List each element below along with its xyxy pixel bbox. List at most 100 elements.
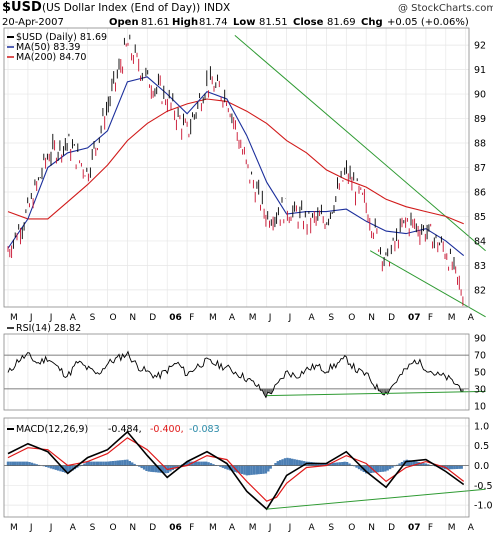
rsi-trendline [266, 390, 486, 397]
macd-tick-label: -0.5 [474, 481, 493, 492]
x-tick-label: 07 [408, 523, 421, 533]
price-trendline [234, 34, 486, 252]
price-panel: 82 83 84 85 86 87 88 89 90 91 92 $USD (Daily) 81.6… [3, 27, 486, 318]
price-tick-label: 82 [474, 285, 486, 296]
x-tick-label: O [110, 523, 117, 533]
x-tick-label: N [129, 313, 136, 323]
rsi-tick-label: 50 [474, 368, 486, 379]
x-tick-label: M [10, 313, 18, 323]
x-tick-label: F [189, 523, 194, 533]
price-tick-label: 90 [474, 90, 486, 101]
rsi-tick-label: 10 [474, 401, 486, 412]
high-value: 81.74 [199, 17, 228, 28]
chart-symbol: $USD [2, 0, 42, 15]
price-tick-label: 92 [474, 41, 486, 52]
x-tick-label: A [468, 523, 475, 533]
x-tick-label: M [249, 523, 257, 533]
chg-label: Chg [361, 17, 383, 28]
price-tick-label: 89 [474, 114, 486, 125]
x-tick-label: O [348, 523, 355, 533]
x-tick-label: F [428, 313, 433, 323]
macd-signal-line [7, 437, 465, 502]
x-tick-label: S [90, 313, 96, 323]
x-axis-bottom: M J J A S O N D 06 F M A M J J A S O N D 07 F M A [10, 523, 475, 533]
price-tick-label: 88 [474, 139, 486, 150]
x-tick-label: J [29, 523, 33, 533]
chart-description: (US Dollar Index (End of Day)) [42, 2, 200, 14]
ma50-line [7, 76, 465, 257]
x-tick-label: J [288, 313, 292, 323]
x-tick-label: M [448, 313, 456, 323]
x-tick-label: D [149, 523, 156, 533]
x-tick-label: J [49, 523, 53, 533]
legend-macd-v2: -0.400, [150, 424, 184, 435]
price-tick-label: 87 [474, 163, 486, 174]
x-tick-label: J [268, 313, 272, 323]
x-tick-label: M [448, 523, 456, 533]
x-tick-label: 06 [169, 523, 182, 533]
price-tick-label: 91 [474, 65, 486, 76]
x-tick-label: O [348, 313, 355, 323]
x-tick-label: D [149, 313, 156, 323]
x-tick-label: 07 [408, 313, 421, 323]
x-tick-label: A [309, 313, 316, 323]
open-value: 81.61 [141, 17, 170, 28]
low-value: 81.51 [259, 17, 288, 28]
legend-macd-v3: -0.083 [189, 424, 220, 435]
high-label: High [172, 17, 198, 28]
legend-rsi: RSI(14) 28.82 [16, 323, 81, 334]
legend-macd-name: MACD(12,26,9) [16, 424, 88, 435]
x-tick-label: D [388, 523, 395, 533]
x-tick-label: A [309, 523, 316, 533]
x-tick-label: A [70, 523, 77, 533]
rsi-tick-label: 30 [474, 384, 486, 395]
x-tick-label: N [129, 523, 136, 533]
close-value: 81.69 [327, 17, 356, 28]
rsi-panel: 10 30 50 70 90 RSI(14) 28.82 [3, 323, 486, 412]
x-tick-label: S [328, 523, 334, 533]
close-label: Close [293, 17, 324, 28]
x-tick-label: O [110, 313, 117, 323]
x-tick-label: A [70, 313, 77, 323]
macd-tick-label: -1.0 [474, 501, 493, 512]
rsi-tick-label: 90 [474, 334, 486, 345]
price-tick-label: 86 [474, 187, 486, 198]
macd-trendline [266, 488, 486, 510]
price-legend: $USD (Daily) 81.69 MA(50) 83.39 MA(200) … [7, 32, 107, 63]
x-tick-label: M [249, 313, 257, 323]
macd-tick-label: 0.5 [474, 441, 489, 452]
macd-tick-label: 1.0 [474, 421, 489, 432]
x-tick-label: N [368, 523, 375, 533]
x-tick-label: M [10, 523, 18, 533]
x-tick-label: J [268, 523, 272, 533]
x-tick-label: S [90, 523, 96, 533]
x-tick-label: M [209, 523, 217, 533]
x-tick-label: J [288, 523, 292, 533]
legend-macd-v1: -0.484, [108, 424, 142, 435]
x-tick-label: N [368, 313, 375, 323]
x-axis-top: M J J A S O N D 06 F M A M J J A S O N D 07 F M A [10, 313, 475, 323]
x-tick-label: D [388, 313, 395, 323]
chart-date: 20-Apr-2007 [2, 17, 64, 28]
x-tick-label: M [209, 313, 217, 323]
rsi-tick-label: 70 [474, 351, 486, 362]
low-label: Low [233, 17, 255, 28]
macd-line [7, 430, 465, 511]
macd-panel: -1.0-0.50.00.51.0 MACD(12,26,9) -0.484, … [3, 417, 493, 518]
x-tick-label: S [328, 313, 334, 323]
legend-ma200: MA(200) 84.70 [16, 52, 86, 63]
price-tick-label: 84 [474, 236, 486, 247]
x-tick-label: J [49, 313, 53, 323]
price-trendline [369, 250, 486, 318]
x-tick-label: A [229, 523, 236, 533]
chg-value: +0.05 (+0.06%) [387, 17, 469, 28]
chart-exchange: INDX [204, 2, 230, 14]
chart-source: @ StockCharts.com [398, 3, 493, 14]
x-tick-label: F [428, 523, 433, 533]
price-tick-label: 85 [474, 212, 486, 223]
x-tick-label: A [468, 313, 475, 323]
price-tick-label: 83 [474, 261, 486, 272]
macd-tick-label: 0.0 [474, 461, 489, 472]
open-label: Open [109, 17, 139, 28]
